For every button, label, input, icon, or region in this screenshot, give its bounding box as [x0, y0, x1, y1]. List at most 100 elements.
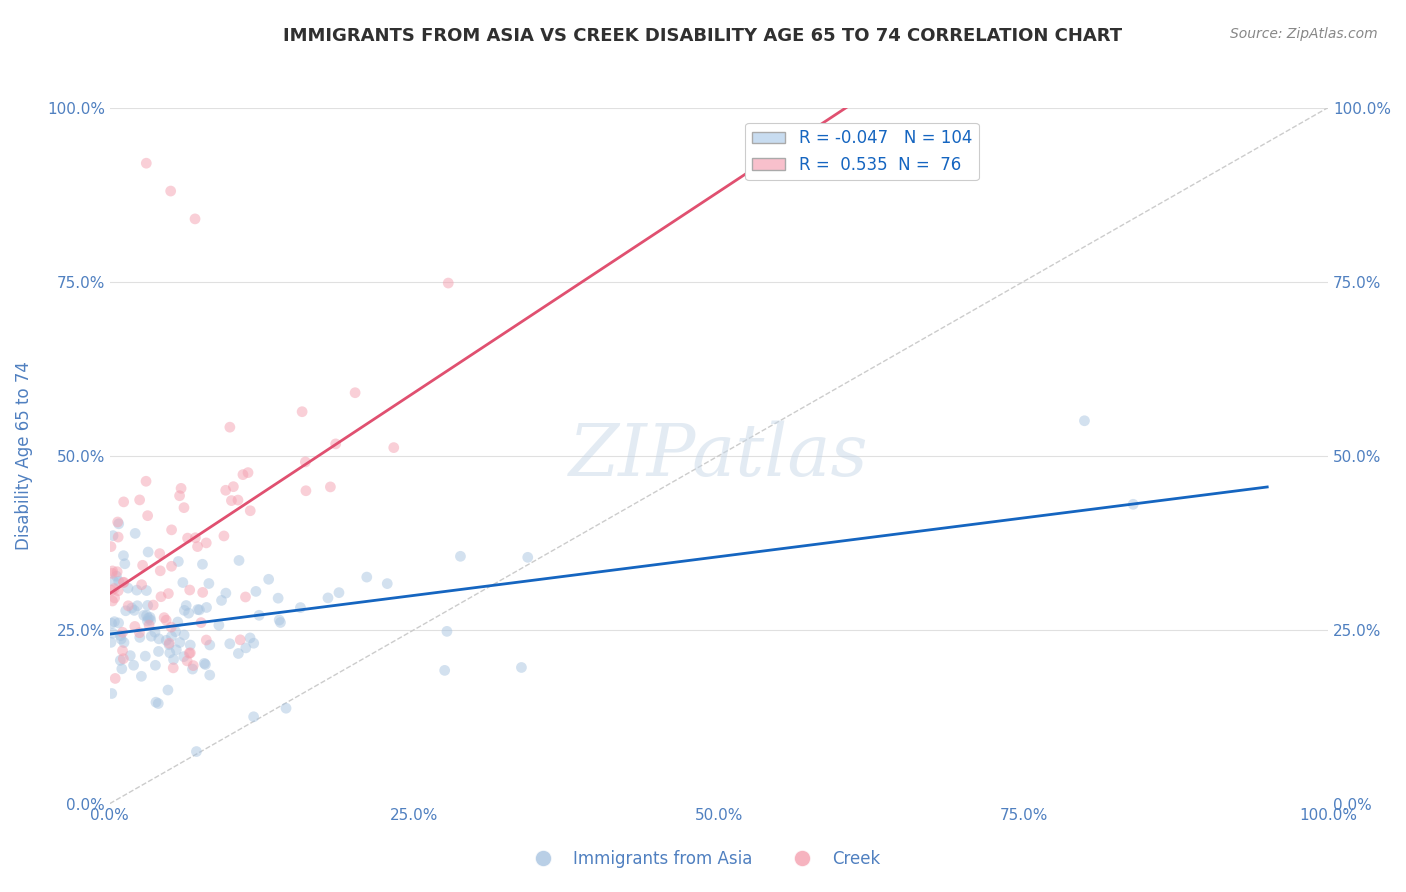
Point	[173, 500, 195, 515]
Point	[132, 608, 155, 623]
Point	[136, 614, 159, 628]
Point	[131, 578, 153, 592]
Point	[228, 647, 250, 661]
Point	[242, 710, 264, 724]
Point	[136, 545, 159, 559]
Point	[101, 566, 124, 581]
Point	[131, 558, 153, 573]
Point	[112, 651, 135, 665]
Point	[169, 489, 191, 503]
Point	[319, 480, 342, 494]
Point	[516, 550, 538, 565]
Point	[1122, 497, 1144, 511]
Point	[100, 616, 122, 631]
Point	[105, 565, 128, 579]
Point	[104, 591, 127, 605]
Point	[136, 599, 159, 613]
Point	[184, 211, 207, 226]
Point	[235, 640, 257, 655]
Point	[181, 658, 204, 673]
Point	[222, 480, 245, 494]
Point	[110, 632, 132, 646]
Point	[186, 540, 208, 554]
Text: ZIPatlas: ZIPatlas	[569, 420, 869, 491]
Point	[344, 385, 367, 400]
Point	[242, 636, 264, 650]
Point	[179, 646, 201, 660]
Point	[198, 638, 221, 652]
Point	[124, 619, 146, 633]
Point	[122, 658, 145, 673]
Point	[103, 615, 125, 629]
Point	[184, 531, 207, 545]
Point	[198, 668, 221, 682]
Point	[112, 495, 135, 509]
Point	[269, 613, 291, 627]
Point	[187, 602, 209, 616]
Point	[117, 581, 139, 595]
Point	[170, 481, 193, 495]
Point	[139, 613, 162, 627]
Point	[112, 575, 135, 590]
Point	[107, 574, 129, 589]
Point	[228, 553, 250, 567]
Point	[142, 598, 165, 612]
Text: Source: ZipAtlas.com: Source: ZipAtlas.com	[1230, 27, 1378, 41]
Legend: Immigrants from Asia, Creek: Immigrants from Asia, Creek	[519, 844, 887, 875]
Point	[160, 629, 183, 643]
Point	[114, 604, 136, 618]
Point	[125, 583, 148, 598]
Point	[153, 610, 176, 624]
Point	[100, 540, 122, 554]
Point	[169, 635, 191, 649]
Point	[269, 615, 291, 630]
Point	[190, 615, 212, 630]
Point	[325, 437, 347, 451]
Point	[131, 669, 153, 683]
Point	[195, 600, 218, 615]
Point	[179, 582, 201, 597]
Point	[449, 549, 471, 564]
Point	[112, 575, 135, 590]
Point	[120, 648, 142, 663]
Point	[159, 184, 181, 198]
Point	[239, 631, 262, 645]
Point	[208, 618, 231, 632]
Point	[194, 657, 217, 672]
Point	[193, 657, 215, 671]
Point	[112, 549, 135, 563]
Point	[188, 603, 211, 617]
Point	[176, 531, 198, 545]
Point	[117, 599, 139, 613]
Point	[128, 631, 150, 645]
Point	[179, 638, 201, 652]
Point	[174, 599, 197, 613]
Point	[155, 613, 177, 627]
Point	[229, 632, 252, 647]
Point	[221, 493, 243, 508]
Point	[145, 658, 167, 673]
Point	[166, 615, 188, 629]
Point	[111, 662, 134, 676]
Point	[195, 536, 218, 550]
Point	[101, 564, 124, 578]
Point	[103, 574, 125, 588]
Point	[215, 483, 238, 498]
Point	[267, 591, 290, 606]
Point	[195, 633, 218, 648]
Point	[105, 569, 128, 583]
Point	[127, 599, 149, 613]
Point	[112, 635, 135, 649]
Point	[110, 629, 132, 643]
Point	[165, 643, 187, 657]
Point	[135, 608, 157, 623]
Point	[135, 475, 157, 489]
Point	[290, 600, 312, 615]
Point	[198, 576, 221, 591]
Point	[160, 559, 183, 574]
Point	[179, 646, 201, 660]
Point	[191, 558, 214, 572]
Point	[212, 529, 235, 543]
Point	[375, 576, 398, 591]
Point	[107, 515, 129, 529]
